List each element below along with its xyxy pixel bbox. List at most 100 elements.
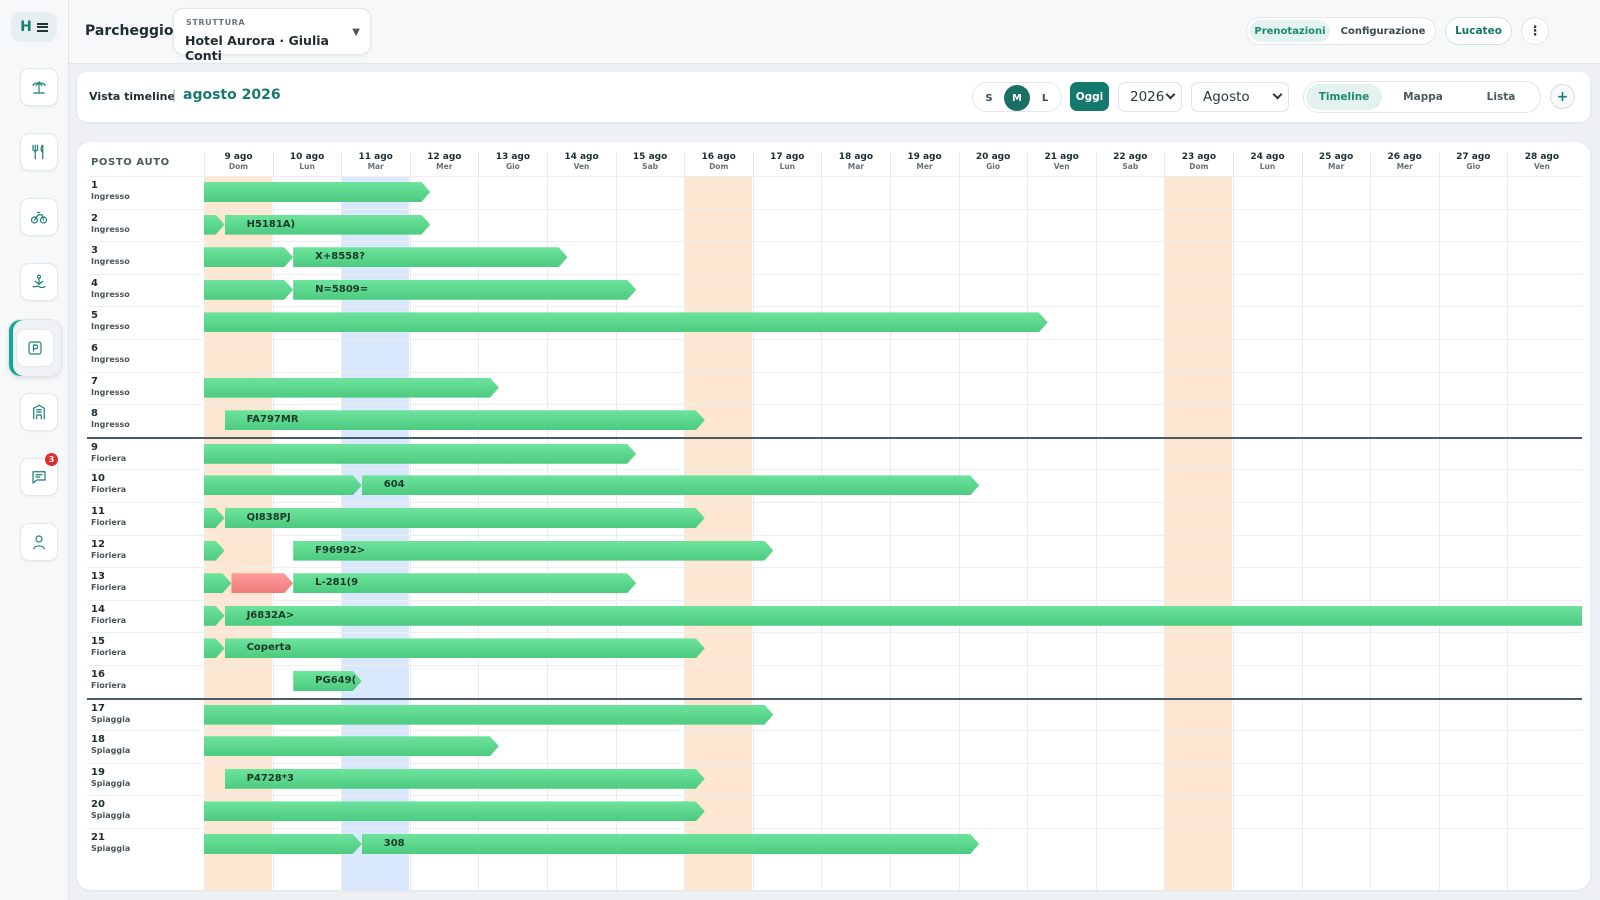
day-weekday: Ven [573, 162, 590, 171]
parking-spot-label: 2 Ingresso [87, 209, 204, 243]
user-button[interactable]: Lucateo [1445, 17, 1512, 45]
parking-spot-label: 19 Spiaggia [87, 763, 204, 797]
day-header: 20 ago Gio [958, 152, 1027, 176]
month-select[interactable]: Agosto [1191, 82, 1289, 112]
parking-spot-label: 14 Fioriera [87, 600, 204, 634]
spot-zone: Fioriera [91, 550, 127, 560]
view-timeline[interactable]: Timeline [1306, 84, 1382, 110]
booking-bar[interactable]: QI838PJ [225, 508, 705, 528]
day-column [752, 176, 821, 890]
booking-bar[interactable]: N=5809= [293, 280, 636, 300]
day-weekday: Ven [1053, 162, 1070, 171]
booking-bar[interactable]: Coperta [225, 638, 705, 658]
nav-parcheggio[interactable] [8, 319, 62, 377]
spot-number: 17 [91, 702, 105, 714]
parking-spot-label: 16 Fioriera [87, 666, 204, 699]
menu-toggle[interactable]: H [11, 12, 57, 42]
spot-number: 20 [91, 799, 105, 811]
booking-bar[interactable]: 0>8 [170, 705, 774, 725]
tab-configurazione[interactable]: Configurazione [1333, 20, 1433, 42]
spot-zone: Ingresso [91, 420, 130, 430]
toolbar-separator: | [172, 88, 177, 102]
parking-icon [28, 341, 42, 355]
spot-zone: Ingresso [91, 355, 130, 364]
booking-bar-conflict[interactable] [231, 573, 293, 593]
day-date: 13 ago [495, 152, 531, 162]
spot-number: 1 [91, 180, 98, 191]
sidebar: H 3 [0, 0, 69, 900]
day-header: 28 ago Ven [1507, 152, 1575, 176]
day-date: 16 ago [701, 152, 736, 162]
booking-bar[interactable]: F96992> [293, 541, 773, 561]
day-weekday: Mar [367, 162, 384, 171]
size-s-button[interactable]: S [985, 92, 993, 104]
add-icon[interactable]: + [1550, 84, 1575, 109]
size-l-button[interactable]: L [1041, 92, 1049, 104]
day-date: 24 ago [1250, 152, 1285, 162]
booking-bar[interactable] [170, 475, 362, 495]
day-header: 27 ago Gio [1438, 152, 1507, 176]
booking-bar[interactable] [170, 834, 362, 854]
day-weekday: Gio [505, 162, 520, 171]
bike-icon [30, 211, 48, 224]
booking-bar[interactable]: 1?< [170, 312, 1048, 332]
chat-icon [32, 471, 46, 484]
day-header: 12 ago Mer [409, 152, 478, 176]
booking-bar[interactable]: PG649( [293, 671, 362, 691]
day-date: 25 ago [1318, 152, 1354, 162]
day-weekday: Mer [436, 162, 453, 171]
today-button[interactable]: Oggi [1070, 82, 1109, 111]
day-date: 22 ago [1113, 152, 1148, 162]
nav-ristorante[interactable] [20, 133, 58, 171]
month-title: agosto 2026 [183, 87, 281, 103]
size-m-button[interactable]: M [1004, 85, 1030, 111]
day-header: 26 ago Mer [1370, 152, 1438, 176]
tab-prenotazioni[interactable]: Prenotazioni [1250, 20, 1330, 42]
nav-bici[interactable] [20, 198, 58, 236]
booking-bar[interactable]: 94) [170, 801, 705, 821]
logo-letter: H [20, 19, 32, 35]
booking-bar[interactable]: J6832A> [225, 606, 1582, 626]
booking-bar[interactable]: 5>/ [170, 378, 499, 398]
day-date: 9 ago [224, 152, 253, 162]
booking-bar[interactable]: 308 [362, 834, 979, 854]
more-vertical-icon[interactable]: ⋮ [1521, 17, 1549, 45]
day-date: 18 ago [838, 152, 874, 162]
nav-wellness[interactable] [20, 263, 58, 301]
parking-spot-label: 1 Ingresso [87, 177, 204, 210]
booking-bar[interactable]: 37-= [170, 736, 499, 756]
booking-bar[interactable]: H5181A) [225, 215, 431, 235]
nav-messaggi[interactable]: 3 [20, 453, 58, 496]
structure-selector[interactable]: STRUTTURA Hotel Aurora · Giulia Conti ▼ [173, 8, 371, 63]
parking-spot-label: 20 Spiaggia [87, 796, 204, 830]
spot-number: 21 [91, 832, 105, 843]
timeline-toolbar: Vista timeline | agosto 2026 S M L Oggi … [77, 72, 1590, 122]
day-column [1233, 176, 1301, 890]
parking-spot-label: 17 Spiaggia [87, 699, 204, 733]
view-lista[interactable]: Lista [1486, 91, 1516, 103]
nav-spiaggia[interactable] [20, 68, 58, 106]
day-date: 23 ago [1181, 152, 1217, 162]
booking-bar[interactable]: FA797MR [225, 410, 705, 430]
nav-profilo[interactable] [20, 523, 58, 561]
spot-zone: Ingresso [91, 289, 130, 299]
booking-bar[interactable]: 604 [362, 475, 979, 495]
nav-struttura[interactable] [20, 393, 58, 431]
spot-number: 4 [91, 277, 98, 289]
year-select[interactable]: 2026 [1118, 82, 1182, 112]
day-header: 16 ago Dom [684, 152, 752, 176]
booking-bar[interactable]: P4728*3 [225, 769, 705, 789]
booking-bar[interactable]: 7DN [170, 182, 431, 202]
booking-bar[interactable] [170, 444, 636, 464]
spot-zone: Spiaggia [91, 844, 131, 853]
booking-bar[interactable]: L-281(9 [293, 573, 636, 593]
booking-bar[interactable]: X+8558? [293, 247, 567, 267]
view-mappa[interactable]: Mappa [1403, 91, 1443, 103]
view-switcher: Timeline Mappa Lista [1303, 81, 1541, 113]
parking-row: FA797MR 8 Ingresso [87, 404, 1582, 439]
